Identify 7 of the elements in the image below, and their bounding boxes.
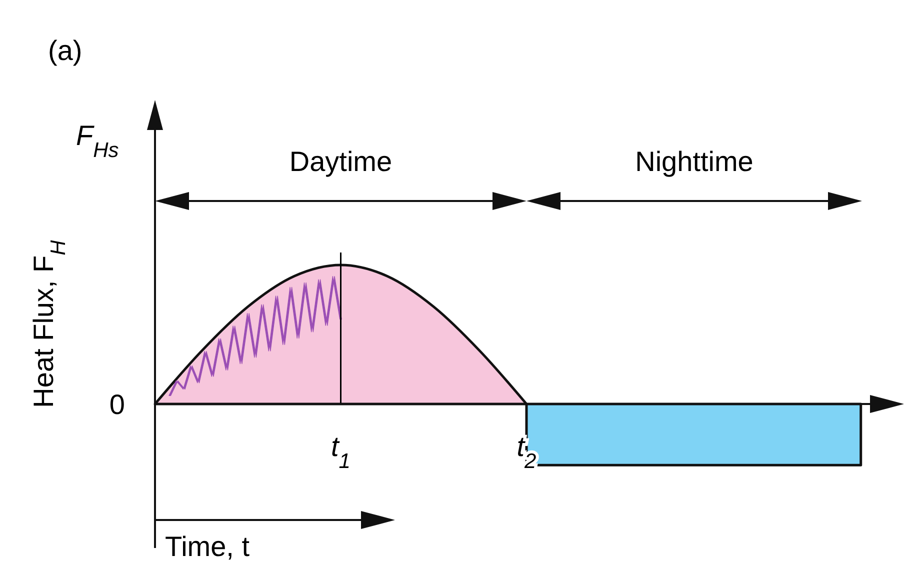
annotation: 0 (109, 389, 125, 420)
x-tick-label: t$_{1}$ (331, 431, 350, 472)
x-axis-title: Time, t (165, 531, 250, 561)
text: Nighttime (635, 146, 754, 177)
chart-title: (a) (48, 35, 82, 66)
text: Daytime (289, 146, 392, 177)
text: F$_{Hs}$ (76, 120, 120, 162)
